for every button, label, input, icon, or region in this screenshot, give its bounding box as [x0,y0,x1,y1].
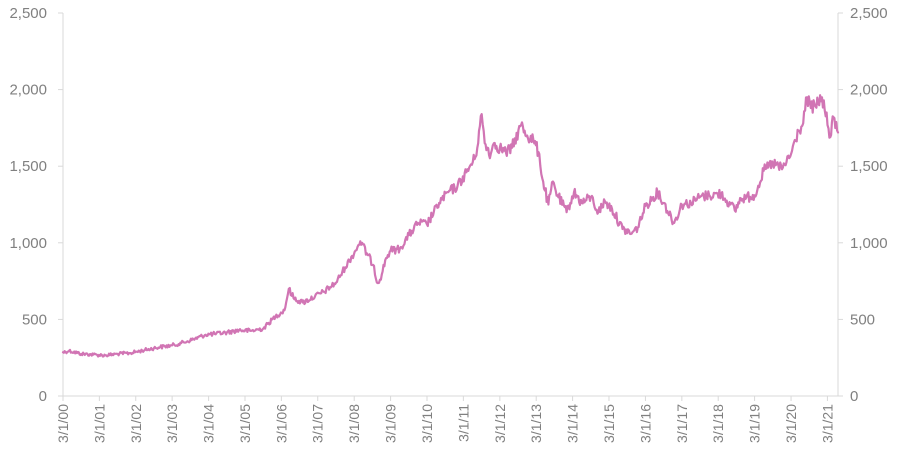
y-tick-label-right: 1,000 [850,235,888,252]
y-tick-label-right: 2,500 [850,5,888,22]
x-tick-label: 3/1/06 [273,404,289,443]
x-tick-label: 3/1/05 [237,404,253,443]
y-axis-right: 0 500 1,000 1,500 2,000 2,500 [838,5,888,405]
x-tick-label: 3/1/09 [383,404,399,443]
y-tick-label-right: 1,500 [850,158,888,175]
x-tick-label: 3/1/21 [819,404,835,443]
x-tick-label: 3/1/01 [91,404,107,443]
x-tick-label: 3/1/14 [565,404,581,443]
y-tick-label-right: 2,000 [850,82,888,99]
x-tick-label: 3/1/11 [455,404,471,442]
x-tick-label: 3/1/18 [710,404,726,443]
x-tick-label: 3/1/02 [128,404,144,443]
x-tick-label: 3/1/03 [164,404,180,443]
series-group [61,94,840,358]
y-axis-left: 0 500 1,000 1,500 2,000 2,500 [9,5,63,405]
x-tick-label: 3/1/15 [601,404,617,443]
x-tick-label: 3/1/08 [346,404,362,443]
x-tick-label: 3/1/07 [310,404,326,443]
y-tick-label-left: 2,500 [9,5,47,22]
y-tick-label-left: 1,000 [9,235,47,252]
x-tick-label: 3/1/17 [674,404,690,443]
x-tick-label: 3/1/04 [201,404,217,443]
y-tick-label-left: 500 [22,311,47,328]
y-tick-label-left: 1,500 [9,158,47,175]
y-tick-label-left: 2,000 [9,82,47,99]
y-tick-label-right: 500 [850,311,875,328]
y-tick-label-right: 0 [850,388,858,405]
x-tick-label: 3/1/16 [637,404,653,443]
x-tick-label: 3/1/20 [783,404,799,443]
x-tick-label: 3/1/10 [419,404,435,443]
x-axis: 3/1/00 3/1/01 3/1/02 3/1/03 3/1/04 3/1/05 3/1/… [55,396,835,443]
x-tick-label: 3/1/19 [747,404,763,443]
x-tick-label: 3/1/13 [528,404,544,443]
series-line [61,94,840,358]
x-tick-label: 3/1/12 [492,404,508,443]
x-tick-label: 3/1/00 [55,404,71,443]
y-tick-label-left: 0 [39,388,47,405]
